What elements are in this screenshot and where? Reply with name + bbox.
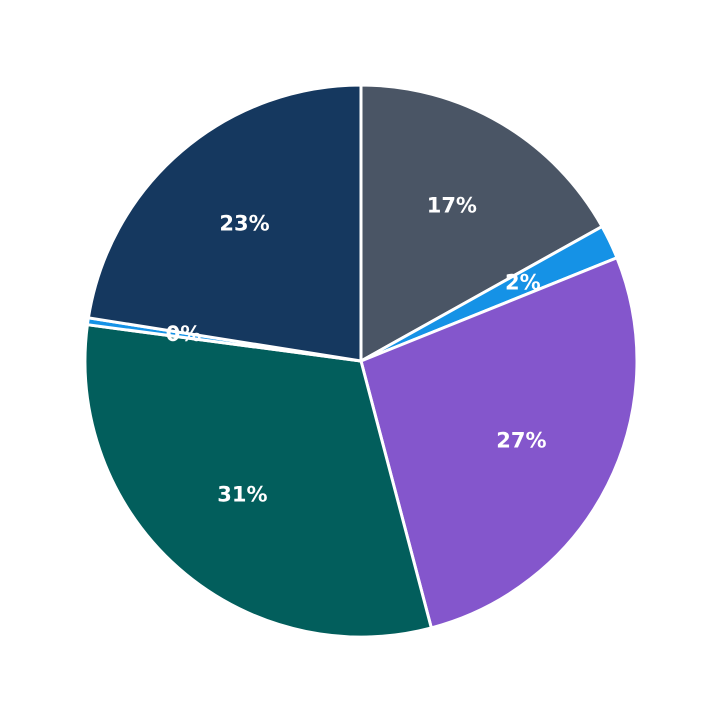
slice-label: 0%	[166, 322, 202, 346]
slice-label: 23%	[219, 212, 269, 236]
pie-slice	[359, 83, 604, 363]
pie-slice	[86, 83, 363, 363]
slice-label: 27%	[496, 428, 546, 452]
pie-slice	[359, 256, 639, 630]
slice-label: 31%	[217, 483, 267, 507]
slice-label: 17%	[427, 193, 477, 217]
pie-slice	[83, 323, 433, 639]
slice-label: 2%	[505, 271, 541, 295]
